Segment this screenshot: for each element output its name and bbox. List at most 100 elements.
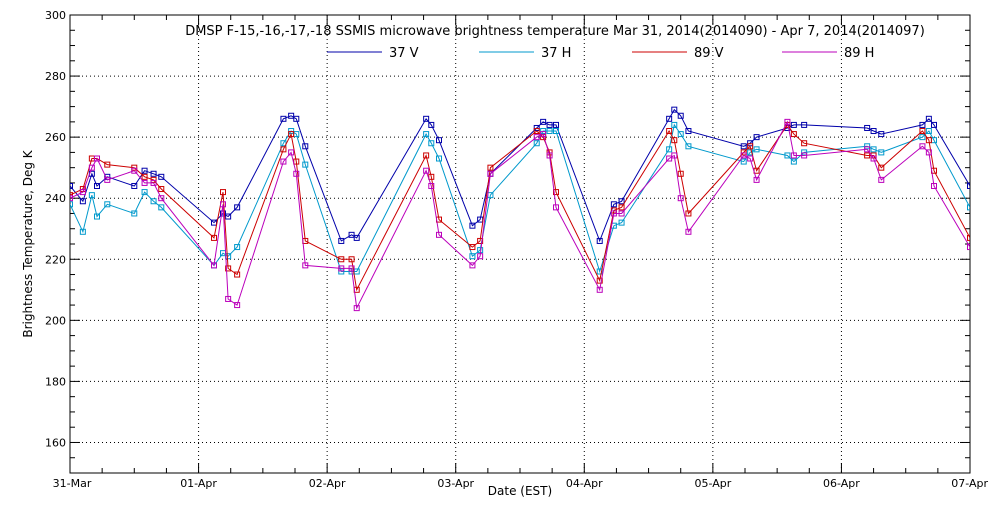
tick-label-layer: 160 180 200 220 240 260 280 300 31-Mar 01-Apr 02-A… [45, 9, 988, 490]
data-point [553, 128, 559, 135]
data-point [677, 112, 684, 119]
data-point [104, 201, 111, 208]
data-point [280, 146, 287, 153]
data-point [70, 182, 73, 189]
data-point [348, 265, 355, 272]
data-point [753, 134, 760, 141]
data-point [225, 295, 232, 302]
series-37-h [70, 121, 970, 275]
data-point [870, 128, 877, 135]
data-point [540, 118, 547, 125]
series-line [70, 124, 970, 292]
data-point [610, 210, 617, 217]
data-point [671, 106, 678, 113]
data-point [864, 152, 871, 159]
data-point [878, 164, 885, 171]
data-point [747, 149, 754, 156]
data-point [234, 271, 241, 278]
data-point [141, 173, 148, 180]
y-tick-label: 200 [45, 314, 66, 327]
data-point [94, 213, 100, 220]
data-point [79, 228, 86, 235]
data-point [740, 143, 747, 150]
data-point [220, 189, 226, 196]
data-point [919, 121, 926, 128]
data-point [150, 170, 157, 177]
data-point [423, 131, 430, 138]
data-point [967, 182, 970, 189]
data-point [293, 115, 300, 122]
data-point [666, 115, 673, 122]
legend-label: 89 H [844, 46, 874, 61]
data-point [234, 244, 241, 251]
data-point [967, 244, 970, 251]
data-point [919, 134, 926, 141]
data-point [428, 182, 435, 189]
data-point [533, 134, 540, 141]
data-point [288, 131, 295, 138]
data-point [677, 131, 684, 138]
data-point [747, 155, 754, 162]
data-point [353, 234, 360, 241]
data-point [158, 195, 165, 202]
data-point [931, 121, 937, 128]
data-point [150, 198, 157, 205]
data-point [864, 124, 871, 131]
data-point [477, 237, 484, 244]
series-line [70, 108, 970, 243]
data-point [540, 131, 547, 138]
data-point [618, 204, 625, 211]
data-point [211, 262, 217, 269]
data-point [596, 237, 603, 244]
data-point [553, 204, 559, 211]
legend: 37 V 37 H 89 V 89 H [327, 46, 874, 61]
series-37-v [70, 106, 970, 244]
data-point [864, 143, 871, 150]
data-point [477, 253, 484, 260]
y-tick-label: 240 [45, 192, 66, 205]
data-point [423, 167, 430, 174]
y-tick-label: 180 [45, 375, 66, 388]
x-tick-label: 05-Apr [694, 477, 731, 490]
y-tick-label: 280 [45, 70, 66, 83]
data-point [131, 167, 138, 174]
data-point [158, 186, 165, 193]
data-point [801, 149, 808, 156]
axis-layer [69, 14, 971, 474]
data-point [925, 149, 932, 156]
y-tick-label: 160 [45, 436, 66, 449]
data-point [610, 201, 617, 208]
data-point [677, 195, 684, 202]
data-point [353, 305, 360, 312]
data-point [870, 146, 877, 153]
data-point [131, 210, 138, 217]
data-point [79, 198, 86, 205]
data-point [671, 152, 678, 159]
data-point [740, 158, 747, 165]
data-point [288, 149, 295, 156]
data-point [104, 176, 111, 183]
data-point [225, 265, 232, 272]
data-point [666, 155, 673, 162]
data-point [338, 265, 345, 272]
data-point [546, 121, 553, 128]
data-point [141, 179, 148, 186]
legend-label: 37 V [389, 46, 419, 61]
x-tick-label: 06-Apr [823, 477, 860, 490]
x-tick-label: 04-Apr [566, 477, 603, 490]
data-point [618, 219, 625, 226]
data-point [878, 149, 885, 156]
grid-layer [70, 15, 970, 473]
data-point [302, 161, 309, 168]
data-point [671, 121, 678, 128]
data-point [70, 201, 73, 208]
data-point [596, 277, 603, 284]
series-89-v [70, 121, 970, 293]
data-point [141, 167, 148, 174]
data-point [225, 213, 232, 220]
data-point [967, 234, 970, 241]
data-point [338, 237, 345, 244]
series-line [70, 123, 970, 274]
data-point [919, 143, 926, 150]
